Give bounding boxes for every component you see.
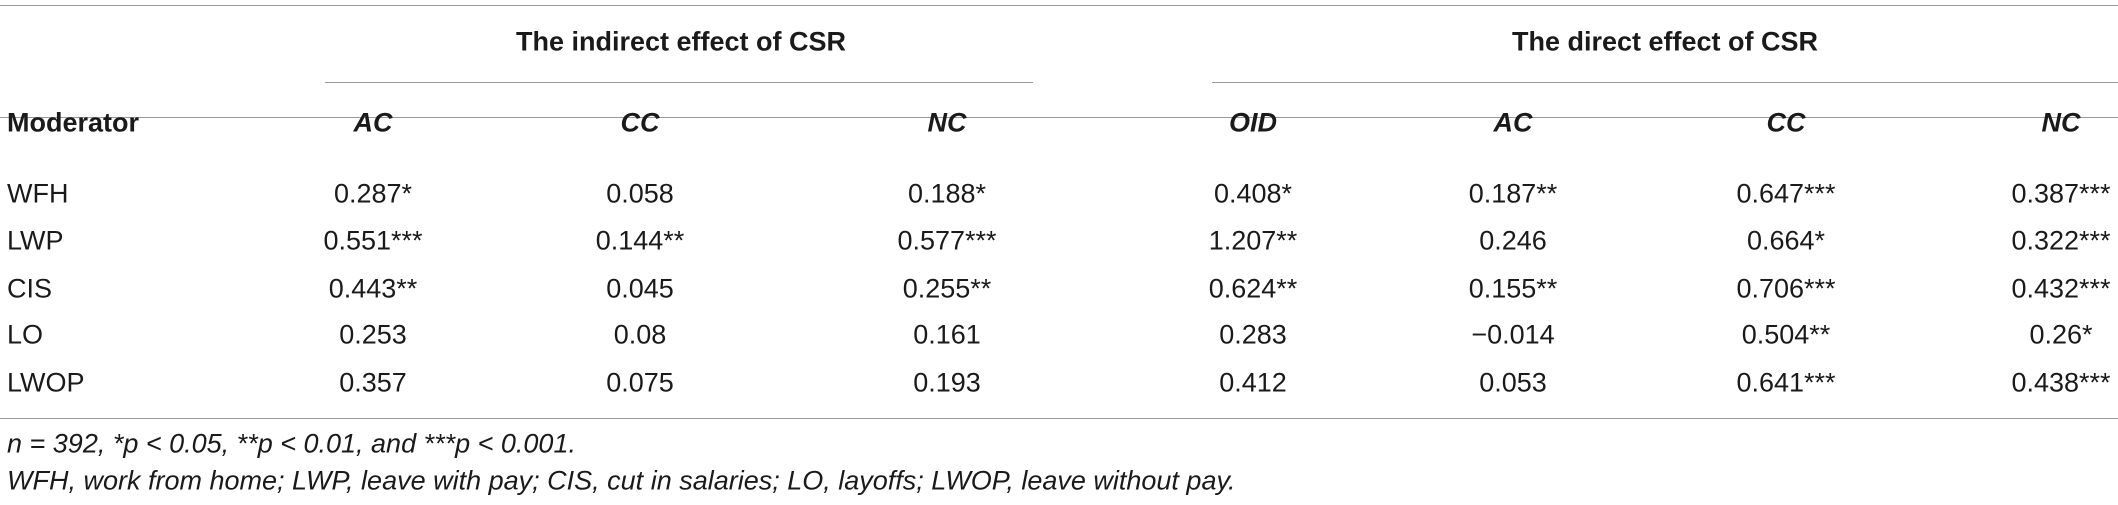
row-label: LWP bbox=[7, 225, 64, 256]
table-cell: 0.255** bbox=[902, 273, 992, 304]
table-cell: 0.187** bbox=[1468, 178, 1558, 209]
table-cell: 0.058 bbox=[606, 178, 674, 209]
table-cell: 0.443** bbox=[328, 273, 418, 304]
table-cell: 0.287* bbox=[333, 178, 413, 209]
table-cell: 0.155** bbox=[1468, 273, 1558, 304]
table-cell: 0.412 bbox=[1219, 367, 1287, 398]
table-cell: 0.188* bbox=[907, 178, 987, 209]
direct-group-underline bbox=[1212, 82, 2118, 83]
col-header-moderator: Moderator bbox=[7, 107, 140, 138]
table-cell: 0.045 bbox=[606, 273, 674, 304]
table-cell: 0.624** bbox=[1208, 273, 1298, 304]
table-cell: 0.053 bbox=[1479, 367, 1547, 398]
table-cell: 0.664* bbox=[1746, 225, 1826, 256]
footnote-significance: n = 392, *p < 0.05, **p < 0.01, and ***p… bbox=[7, 428, 576, 459]
table-cell: 0.641*** bbox=[1736, 367, 1836, 398]
header-bottom-rule bbox=[0, 117, 2118, 118]
table-cell: 1.207** bbox=[1208, 225, 1298, 256]
table-cell: 0.357 bbox=[339, 367, 407, 398]
table-cell: 0.438*** bbox=[2011, 367, 2111, 398]
table-bottom-rule bbox=[0, 418, 2118, 419]
col-header-direct-nc: NC bbox=[2041, 107, 2081, 138]
table-top-rule bbox=[0, 5, 2118, 6]
table-cell: 0.08 bbox=[613, 319, 667, 350]
direct-effect-header: The direct effect of CSR bbox=[1511, 26, 1819, 57]
footnote-abbreviations: WFH, work from home; LWP, leave with pay… bbox=[7, 465, 1236, 496]
table-cell: 0.432*** bbox=[2011, 273, 2111, 304]
col-header-indirect-nc: NC bbox=[927, 107, 967, 138]
col-header-indirect-cc: CC bbox=[620, 107, 660, 138]
table-cell: 0.253 bbox=[339, 319, 407, 350]
col-header-direct-oid: OID bbox=[1228, 107, 1278, 138]
indirect-effect-header: The indirect effect of CSR bbox=[515, 26, 847, 57]
table-cell: 0.283 bbox=[1219, 319, 1287, 350]
table-cell: 0.075 bbox=[606, 367, 674, 398]
row-label: CIS bbox=[7, 273, 53, 304]
table-cell: 0.504** bbox=[1741, 319, 1831, 350]
col-header-indirect-ac: AC bbox=[353, 107, 393, 138]
row-label: LWOP bbox=[7, 367, 85, 398]
table-cell: 0.408* bbox=[1213, 178, 1293, 209]
indirect-group-underline bbox=[325, 82, 1033, 83]
table-cell: 0.551*** bbox=[323, 225, 423, 256]
table-cell: 0.322*** bbox=[2011, 225, 2111, 256]
row-label: LO bbox=[7, 319, 44, 350]
row-label: WFH bbox=[7, 178, 69, 209]
table-cell: 0.246 bbox=[1479, 225, 1547, 256]
table-cell: 0.647*** bbox=[1736, 178, 1836, 209]
col-header-direct-cc: CC bbox=[1766, 107, 1806, 138]
table-cell: 0.26* bbox=[2029, 319, 2093, 350]
table-cell: 0.387*** bbox=[2011, 178, 2111, 209]
table-cell: 0.193 bbox=[913, 367, 981, 398]
col-header-direct-ac: AC bbox=[1493, 107, 1533, 138]
table-cell: −0.014 bbox=[1471, 319, 1555, 350]
table-cell: 0.577*** bbox=[897, 225, 997, 256]
table-cell: 0.706*** bbox=[1736, 273, 1836, 304]
table-cell: 0.161 bbox=[913, 319, 981, 350]
table-cell: 0.144** bbox=[595, 225, 685, 256]
